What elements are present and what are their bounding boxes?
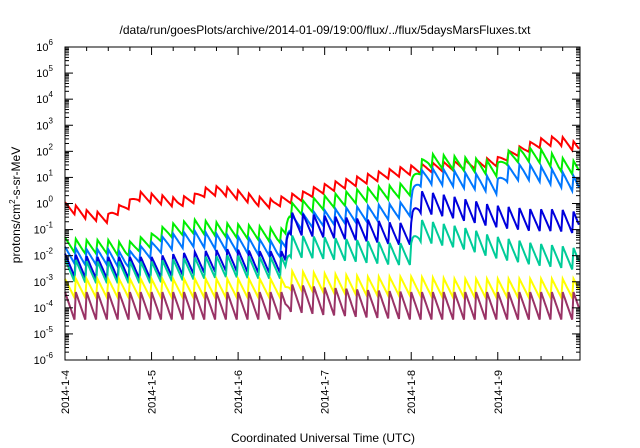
y-axis-title-suffix: -s-sr-MeV	[9, 147, 23, 200]
y-tick-label-base: 10	[36, 199, 48, 211]
y-tick-label-exp: 5	[49, 64, 54, 73]
y-tick-label: 10-4	[34, 299, 54, 315]
y-tick-label: 10-3	[34, 273, 54, 289]
y-tick-label: 102	[36, 142, 53, 158]
y-tick-label-exp: -6	[46, 351, 54, 360]
axis-layer: 10-610-510-410-310-210-11001011021031041…	[34, 38, 581, 414]
y-tick-label: 10-6	[34, 351, 54, 367]
y-tick-label-base: 10	[34, 355, 46, 367]
y-tick-label: 100	[36, 195, 53, 211]
x-tick-label: 2014-1-4	[60, 370, 72, 414]
y-tick-label: 10-2	[34, 247, 54, 263]
series-line-7	[64, 284, 580, 320]
y-tick-label: 106	[36, 38, 53, 54]
x-tick-label: 2014-1-9	[493, 370, 505, 414]
series-line-5	[64, 219, 580, 284]
x-tick-label: 2014-1-7	[320, 370, 332, 414]
y-axis-title-prefix: protons/cm	[9, 204, 23, 263]
y-tick-label-exp: -3	[46, 273, 54, 282]
y-tick-label-base: 10	[34, 225, 46, 237]
y-tick-label-exp: 4	[49, 90, 54, 99]
y-tick-label-base: 10	[36, 94, 48, 106]
chart-title: /data/run/goesPlots/archive/2014-01-09/1…	[120, 23, 532, 37]
x-axis-title: Coordinated Universal Time (UTC)	[231, 431, 415, 445]
series-line-1	[64, 134, 580, 226]
series-line-3	[64, 161, 580, 271]
y-tick-label-base: 10	[34, 329, 46, 341]
y-tick-label-exp: -2	[46, 247, 54, 256]
y-tick-label-exp: 6	[49, 38, 54, 47]
y-tick-label-exp: -1	[46, 221, 54, 230]
y-tick-label: 10-5	[34, 325, 54, 341]
y-tick-label: 105	[36, 64, 53, 80]
y-tick-label-base: 10	[34, 251, 46, 263]
y-tick-label-base: 10	[34, 303, 46, 315]
y-tick-label: 101	[36, 168, 53, 184]
y-axis-title-sup: 2	[8, 199, 17, 204]
y-tick-label-base: 10	[36, 146, 48, 158]
y-tick-label-exp: 2	[49, 142, 54, 151]
x-tick-label: 2014-1-6	[233, 370, 245, 414]
y-tick-label-base: 10	[36, 42, 48, 54]
x-tick-label: 2014-1-5	[147, 370, 159, 414]
y-tick-label-base: 10	[34, 277, 46, 289]
y-tick-label: 104	[36, 90, 53, 106]
y-tick-label: 103	[36, 116, 53, 132]
y-tick-label-exp: 3	[49, 116, 54, 125]
y-axis-title: protons/cm2-s-sr-MeV	[8, 147, 23, 263]
y-tick-label-base: 10	[36, 68, 48, 80]
y-tick-label-base: 10	[36, 120, 48, 132]
series-layer	[64, 134, 580, 320]
y-tick-label-exp: 1	[49, 168, 54, 177]
x-tick-label: 2014-1-8	[406, 370, 418, 414]
series-line-6	[64, 267, 580, 302]
series-line-2	[64, 145, 580, 259]
y-tick-label: 10-1	[34, 221, 54, 237]
y-tick-label-exp: -4	[46, 299, 54, 308]
y-tick-label-exp: 0	[49, 195, 54, 204]
y-tick-label-exp: -5	[46, 325, 54, 334]
y-tick-label-base: 10	[36, 172, 48, 184]
